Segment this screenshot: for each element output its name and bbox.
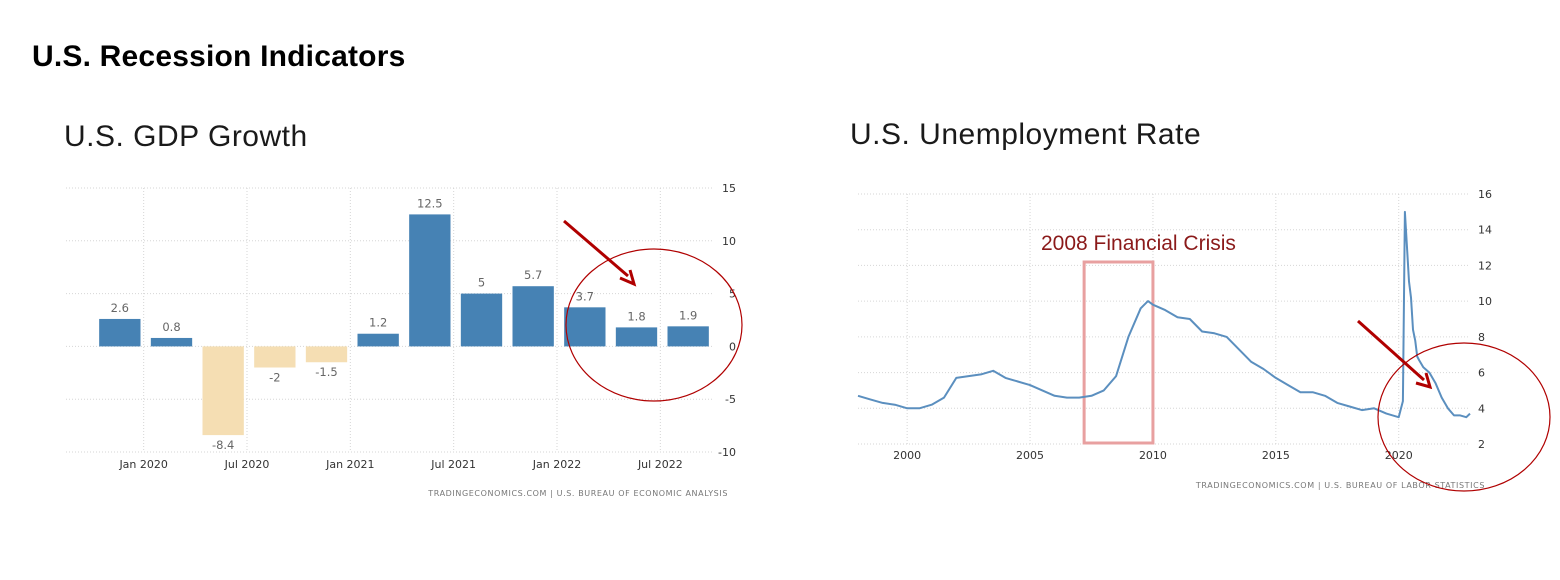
- gdp-chart: 15 10 5 0 -5 -10 Jan 2020 Jul 2020 Jan 2021 Jul 2…: [66, 182, 743, 498]
- bar: [409, 214, 451, 347]
- x-tick-label: 2020: [1385, 449, 1413, 462]
- data-label: -1.5: [315, 365, 337, 379]
- annotation-arrowhead: [619, 269, 637, 287]
- data-label: 0.8: [162, 320, 180, 334]
- data-label: 1.8: [627, 309, 645, 323]
- bar: [305, 346, 348, 363]
- gdp-chart-title: U.S. GDP Growth: [64, 120, 308, 153]
- y-tick-label: 6: [1478, 367, 1485, 380]
- annotation-circle: [1377, 342, 1551, 492]
- bar: [667, 326, 709, 347]
- data-label: 2.6: [111, 301, 129, 315]
- annotation-arrow: [563, 219, 629, 278]
- x-tick-label: Jul 2022: [637, 458, 683, 471]
- crisis-highlight-box: [1082, 260, 1155, 445]
- x-tick-label: Jul 2021: [430, 458, 476, 471]
- bar: [254, 346, 296, 368]
- y-tick-label: 14: [1478, 224, 1492, 237]
- y-tick-label: -5: [725, 393, 736, 406]
- y-tick-label: 12: [1478, 259, 1492, 272]
- x-tick-label: 2010: [1139, 449, 1167, 462]
- x-tick-label: 2015: [1262, 449, 1290, 462]
- data-label: 5.7: [524, 268, 542, 282]
- x-tick-label: 2000: [893, 449, 921, 462]
- bar: [99, 318, 141, 347]
- data-label: -8.4: [212, 438, 234, 452]
- bar: [357, 333, 399, 347]
- y-tick-label: -10: [718, 446, 736, 459]
- source-note: TRADINGECONOMICS.COM | U.S. BUREAU OF LA…: [1195, 481, 1485, 490]
- bar: [512, 286, 554, 347]
- y-tick-label: 16: [1478, 188, 1492, 201]
- crisis-annotation-label: 2008 Financial Crisis: [1041, 232, 1236, 255]
- y-tick-label: 0: [729, 340, 736, 353]
- y-tick-label: 4: [1478, 402, 1485, 415]
- data-label: 1.2: [369, 316, 387, 330]
- annotation-circle: [565, 248, 743, 402]
- bar: [150, 337, 193, 347]
- x-tick-label: 2005: [1016, 449, 1044, 462]
- annotation-arrowhead: [1415, 372, 1433, 390]
- annotation-arrow: [1357, 319, 1425, 382]
- x-tick-label: Jul 2020: [224, 458, 270, 471]
- y-tick-label: 10: [1478, 295, 1492, 308]
- y-tick-label: 5: [729, 288, 736, 301]
- x-tick-label: Jan 2020: [118, 458, 167, 471]
- y-tick-label: 15: [722, 182, 736, 195]
- bar: [615, 327, 658, 347]
- data-label: 1.9: [679, 308, 697, 322]
- data-label: 3.7: [576, 289, 594, 303]
- bar: [460, 293, 503, 347]
- series-line: [857, 210, 1471, 419]
- page-title: U.S. Recession Indicators: [32, 40, 406, 73]
- x-tick-label: Jan 2021: [325, 458, 374, 471]
- x-tick-label: Jan 2022: [532, 458, 581, 471]
- data-label: 12.5: [417, 196, 443, 210]
- bar: [202, 346, 244, 436]
- y-tick-label: 10: [722, 235, 736, 248]
- unemployment-chart-title: U.S. Unemployment Rate: [850, 118, 1202, 151]
- source-note: TRADINGECONOMICS.COM | U.S. BUREAU OF EC…: [427, 489, 728, 498]
- y-tick-label: 8: [1478, 331, 1485, 344]
- data-label: -2: [269, 371, 280, 385]
- bar: [564, 307, 606, 347]
- data-label: 5: [478, 276, 485, 290]
- y-tick-label: 2: [1478, 438, 1485, 451]
